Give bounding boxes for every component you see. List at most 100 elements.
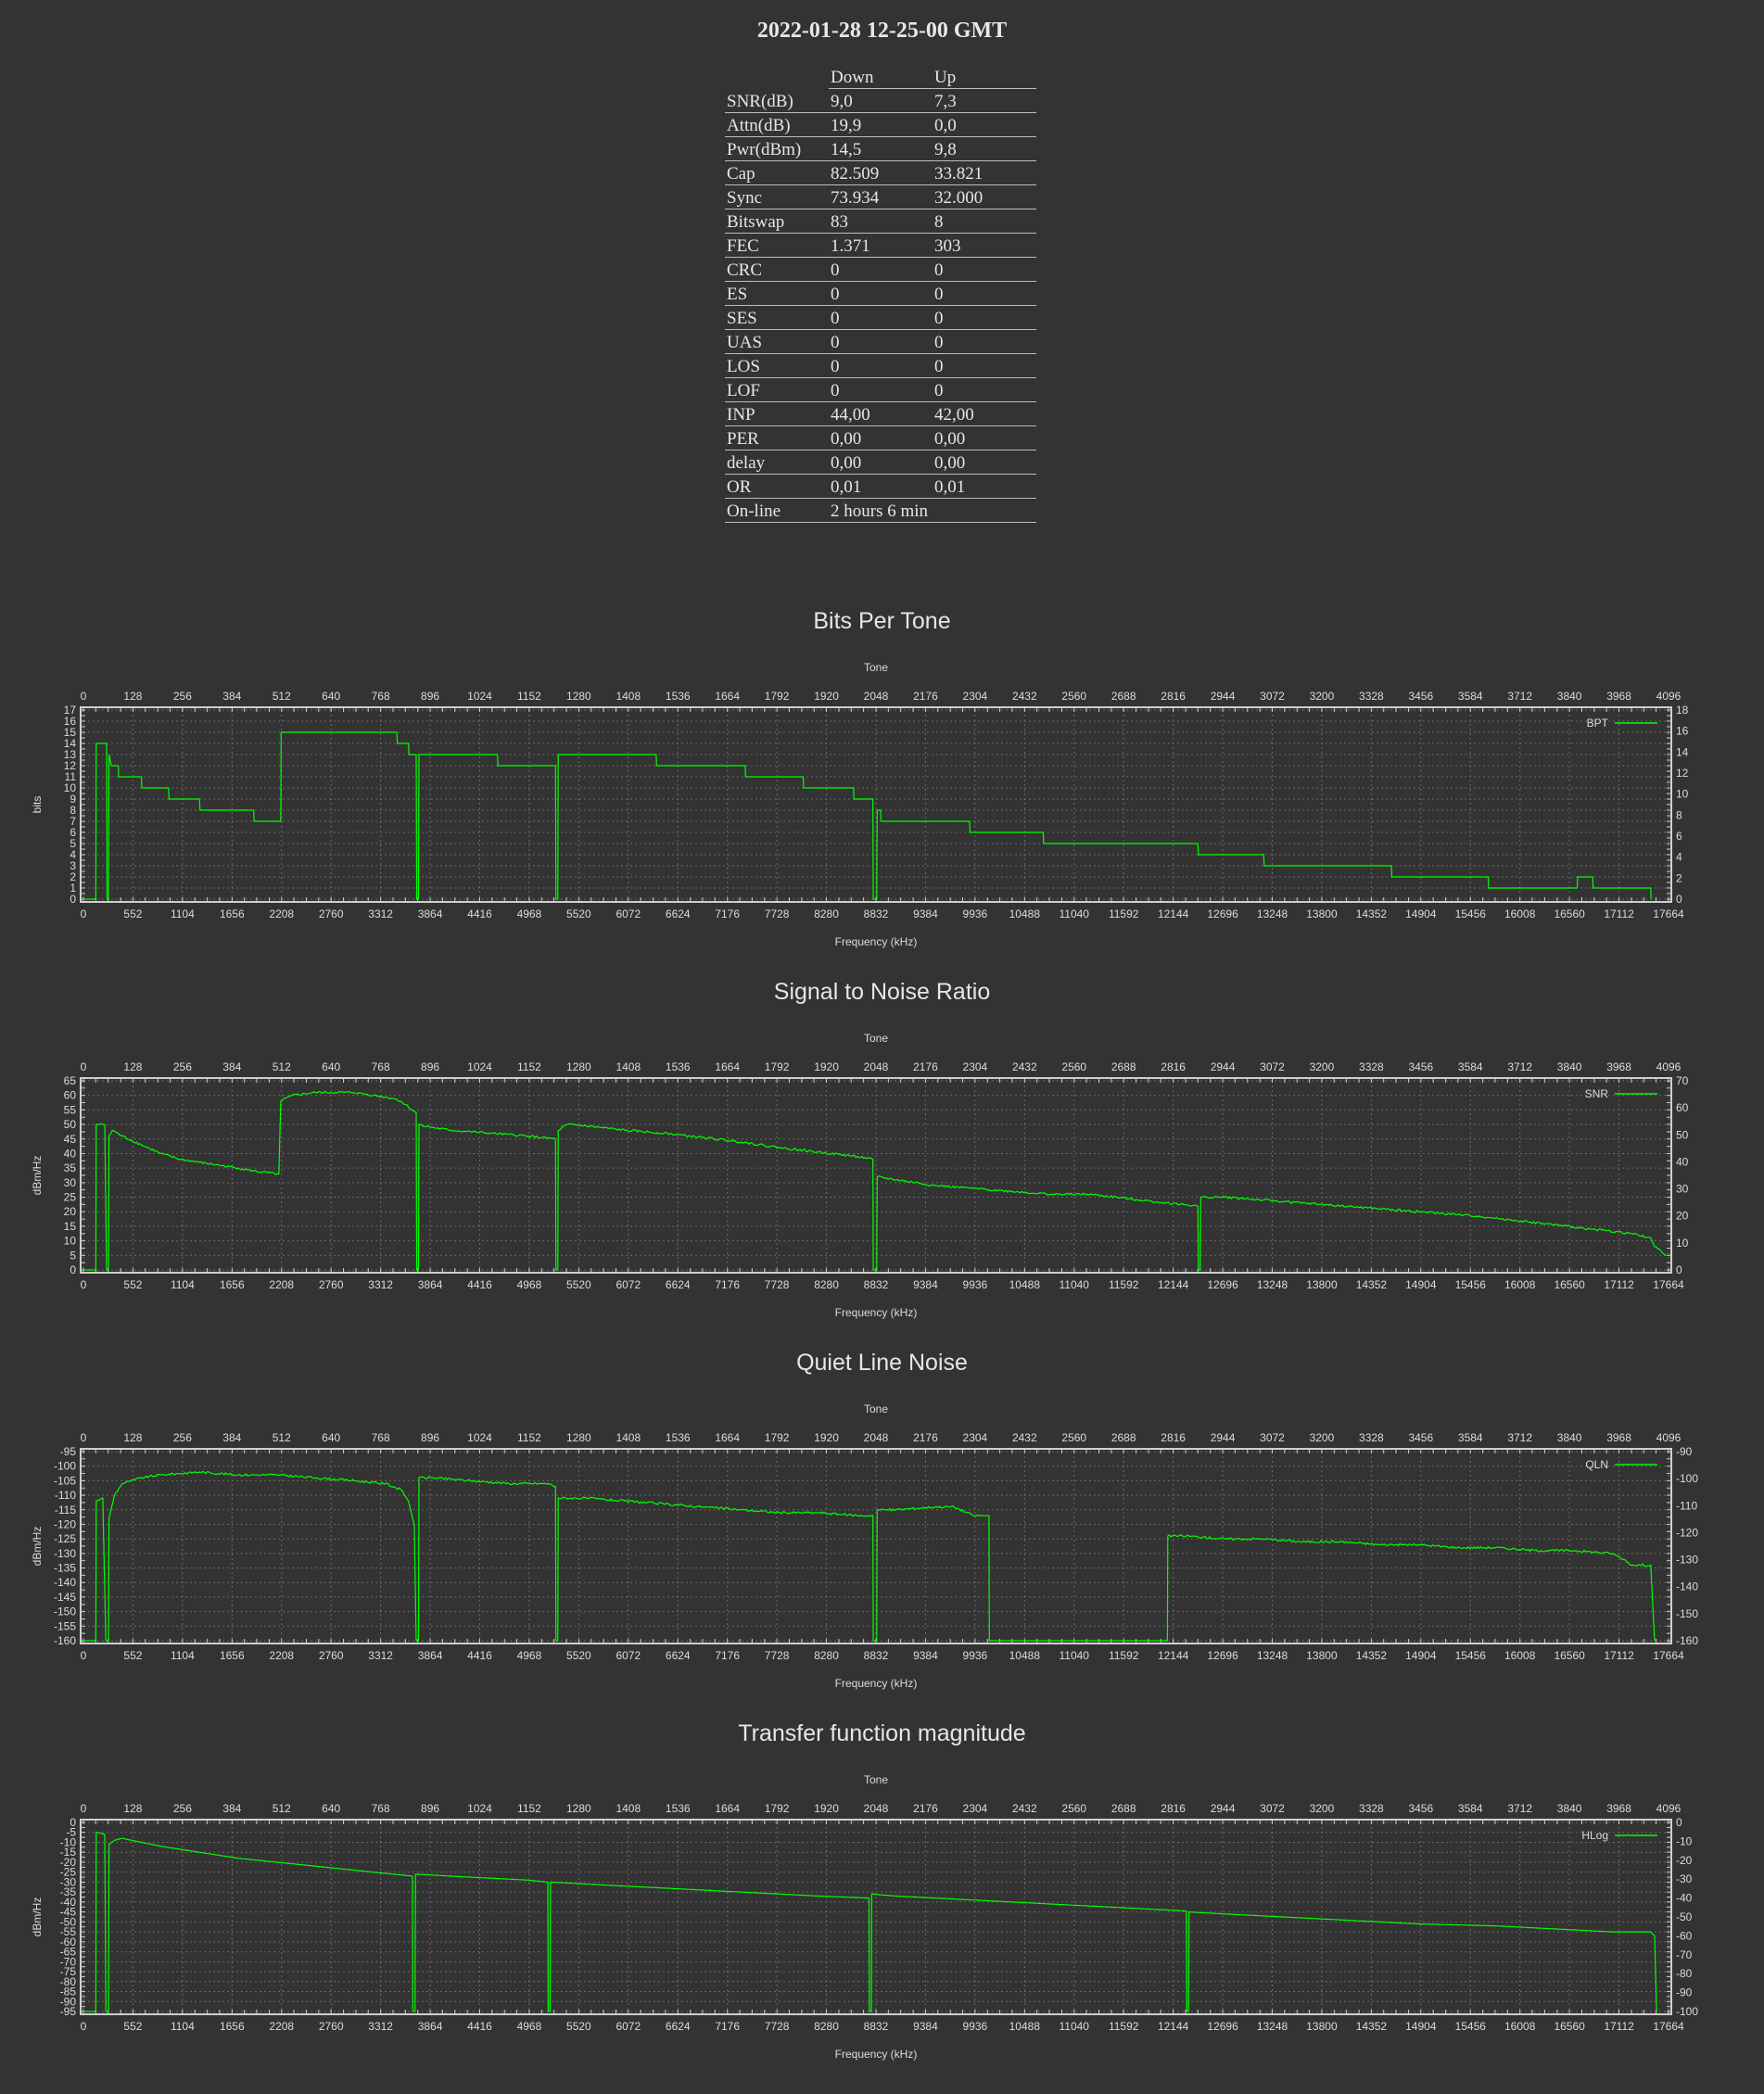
y2-tick-label: 40 xyxy=(1676,1155,1689,1168)
stats-label: UAS xyxy=(725,329,829,354)
x-tick-label: 4416 xyxy=(467,1649,492,1662)
y-tick-label: 4 xyxy=(70,848,76,861)
x2-tick-label: 2432 xyxy=(1012,690,1037,703)
x-tick-label: 16008 xyxy=(1504,907,1536,920)
stats-value-up: 33.821 xyxy=(933,160,1036,185)
x-tick-label: 9936 xyxy=(963,907,988,920)
x-tick-label: 12144 xyxy=(1158,1278,1189,1291)
y-tick-label: -95 xyxy=(60,2005,77,2018)
hlog-series-line xyxy=(83,1831,1657,2012)
x2-tick-label: 512 xyxy=(273,1802,291,1815)
x-tick-label: 0 xyxy=(81,1278,87,1291)
x2-tick-label: 1024 xyxy=(467,1802,492,1815)
x2-tick-label: 2560 xyxy=(1061,1802,1086,1815)
stats-value-down: 0,00 xyxy=(829,425,933,451)
x2-tick-label: 1152 xyxy=(517,690,541,703)
x2-tick-label: 2048 xyxy=(864,690,889,703)
stats-label: PER xyxy=(725,425,829,451)
x2-tick-label: 3200 xyxy=(1310,1060,1335,1073)
x-tick-label: 1656 xyxy=(220,1278,245,1291)
x-tick-label: 8832 xyxy=(864,2020,889,2033)
y2-tick-label: -120 xyxy=(1676,1526,1698,1539)
y-tick-label: 60 xyxy=(64,1089,77,1102)
y-tick-label: -75 xyxy=(60,1965,77,1978)
y-tick-label: 9 xyxy=(70,793,76,806)
stats-value: 2 hours 6 min xyxy=(829,498,1036,523)
y2-tick-label: 70 xyxy=(1676,1074,1689,1087)
x-tick-label: 8832 xyxy=(864,907,889,920)
x-tick-label: 17112 xyxy=(1604,1278,1634,1291)
y-tick-label: 15 xyxy=(64,1220,77,1233)
x-tick-label: 552 xyxy=(123,2020,142,2033)
x-tick-label: 13248 xyxy=(1257,907,1288,920)
x-tick-label: 7176 xyxy=(715,2020,740,2033)
x2-tick-label: 2048 xyxy=(864,1431,889,1444)
x-tick-label: 17112 xyxy=(1604,907,1634,920)
x2-tick-label: 4096 xyxy=(1656,690,1682,703)
chart-title-hlog: Transfer function magnitude xyxy=(738,1720,1026,1746)
stats-value-up: 0,01 xyxy=(933,474,1036,499)
x2-tick-label: 384 xyxy=(222,1802,241,1815)
x-tick-label: 14904 xyxy=(1405,2020,1437,2033)
x-tick-label: 1656 xyxy=(220,2020,245,2033)
y-tick-label: -30 xyxy=(60,1875,77,1888)
x2-tick-label: 1280 xyxy=(566,690,591,703)
x-tick-label: 8280 xyxy=(814,2020,839,2033)
x-tick-label: 14352 xyxy=(1356,907,1388,920)
stats-value-up: 0 xyxy=(933,353,1036,378)
x-tick-label: 11040 xyxy=(1060,2020,1090,2033)
stats-value-down: 0 xyxy=(829,281,933,306)
x-tick-label: 13248 xyxy=(1257,2020,1288,2033)
y-tick-label: 65 xyxy=(64,1074,77,1087)
chart-title-qln: Quiet Line Noise xyxy=(796,1350,968,1376)
stats-label: Attn(dB) xyxy=(725,112,829,137)
x2-axis-label: Tone xyxy=(864,661,888,674)
snr-series-line xyxy=(83,1090,1667,1271)
x-tick-label: 8280 xyxy=(814,1278,839,1291)
x-tick-label: 552 xyxy=(123,1649,142,1662)
x2-tick-label: 2176 xyxy=(913,1431,938,1444)
x-tick-label: 11040 xyxy=(1060,1649,1090,1662)
x2-tick-label: 3328 xyxy=(1359,690,1384,703)
x-tick-label: 14352 xyxy=(1356,2020,1388,2033)
y-axis-label: dBm/Hz xyxy=(31,1897,44,1937)
x2-tick-label: 2176 xyxy=(913,1060,938,1073)
stats-row: SES 0 0 xyxy=(725,305,1036,330)
x2-tick-label: 2688 xyxy=(1111,1802,1136,1815)
stats-value-down: 0,01 xyxy=(829,474,933,499)
x2-tick-label: 2304 xyxy=(963,1802,988,1815)
minor-ticks xyxy=(81,707,1671,902)
y-axis-label: dBm/Hz xyxy=(31,1156,44,1196)
x-tick-label: 17664 xyxy=(1653,1278,1684,1291)
stats-row: SNR(dB) 9,0 7,3 xyxy=(725,88,1036,113)
y-tick-label: 8 xyxy=(70,804,76,817)
y2-tick-label: -10 xyxy=(1676,1834,1693,1847)
x2-tick-label: 256 xyxy=(173,1060,192,1073)
x2-tick-label: 2816 xyxy=(1161,1431,1186,1444)
x2-tick-label: 3584 xyxy=(1458,690,1483,703)
qln-chart: Tone 0 128 256 384 512 640 768 896 1024 1152 1280 14… xyxy=(31,1402,1698,1690)
y-tick-label: 55 xyxy=(64,1103,77,1116)
stats-value-down: 19,9 xyxy=(829,112,933,137)
x2-tick-label: 4096 xyxy=(1656,1431,1682,1444)
x-tick-label: 9936 xyxy=(963,2020,988,2033)
x2-tick-label: 1152 xyxy=(517,1802,541,1815)
y-tick-label: -160 xyxy=(54,1634,76,1647)
x-tick-label: 12696 xyxy=(1207,1649,1238,1662)
x-tick-label: 13248 xyxy=(1257,1278,1288,1291)
y2-tick-label: -30 xyxy=(1676,1872,1693,1885)
stats-row: On-line 2 hours 6 min xyxy=(725,498,1036,523)
stats-value-down: 0 xyxy=(829,353,933,378)
x2-tick-label: 1152 xyxy=(517,1431,541,1444)
y2-tick-label: -140 xyxy=(1676,1580,1698,1593)
stats-label: LOF xyxy=(725,377,829,402)
stats-value-down: 82.509 xyxy=(829,160,933,185)
stats-value-down: 14,5 xyxy=(829,136,933,161)
minor-ticks xyxy=(81,1078,1671,1273)
stats-row: Pwr(dBm) 14,5 9,8 xyxy=(725,136,1036,161)
x2-tick-label: 3712 xyxy=(1507,690,1532,703)
y-tick-label: -155 xyxy=(54,1619,76,1632)
y-tick-label: 6 xyxy=(70,826,76,839)
x2-tick-label: 3072 xyxy=(1260,1802,1285,1815)
legend-label: QLN xyxy=(1585,1458,1608,1471)
